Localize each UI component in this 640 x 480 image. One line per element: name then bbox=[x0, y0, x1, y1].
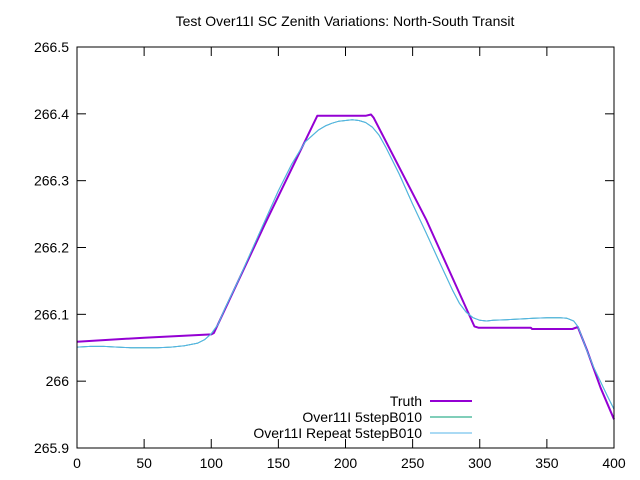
legend-label: Over11I 5stepB010 bbox=[302, 409, 422, 425]
legend-label: Truth bbox=[390, 393, 422, 409]
y-tick-label: 266.3 bbox=[34, 173, 69, 189]
plot-frame bbox=[76, 46, 615, 449]
chart-title: Test Over11I SC Zenith Variations: North… bbox=[176, 13, 515, 29]
y-tick-label: 265.9 bbox=[34, 440, 69, 456]
series-line bbox=[76, 119, 615, 410]
x-tick-label: 50 bbox=[136, 455, 152, 471]
x-tick-label: 150 bbox=[267, 455, 291, 471]
legend-label: Over11I Repeat 5stepB010 bbox=[253, 425, 422, 441]
series-lines bbox=[76, 113, 615, 420]
x-tick-label: 350 bbox=[535, 455, 559, 471]
y-tick-label: 266.1 bbox=[34, 306, 69, 322]
x-tick-label: 250 bbox=[401, 455, 425, 471]
axis-ticks: 0 50 100 150 200 250 300 350 400 265.9 266 266.1 266… bbox=[34, 39, 626, 471]
x-tick-label: 300 bbox=[468, 455, 492, 471]
y-tick-label: 266 bbox=[46, 373, 70, 389]
y-tick-label: 266.2 bbox=[34, 240, 69, 256]
x-tick-label: 400 bbox=[602, 455, 626, 471]
series-line bbox=[76, 119, 615, 410]
x-tick-label: 100 bbox=[200, 455, 224, 471]
series-line bbox=[76, 113, 615, 420]
y-tick-label: 266.4 bbox=[34, 106, 69, 122]
x-tick-label: 200 bbox=[334, 455, 358, 471]
y-tick-label: 266.5 bbox=[34, 39, 69, 55]
x-tick-label: 0 bbox=[73, 455, 81, 471]
